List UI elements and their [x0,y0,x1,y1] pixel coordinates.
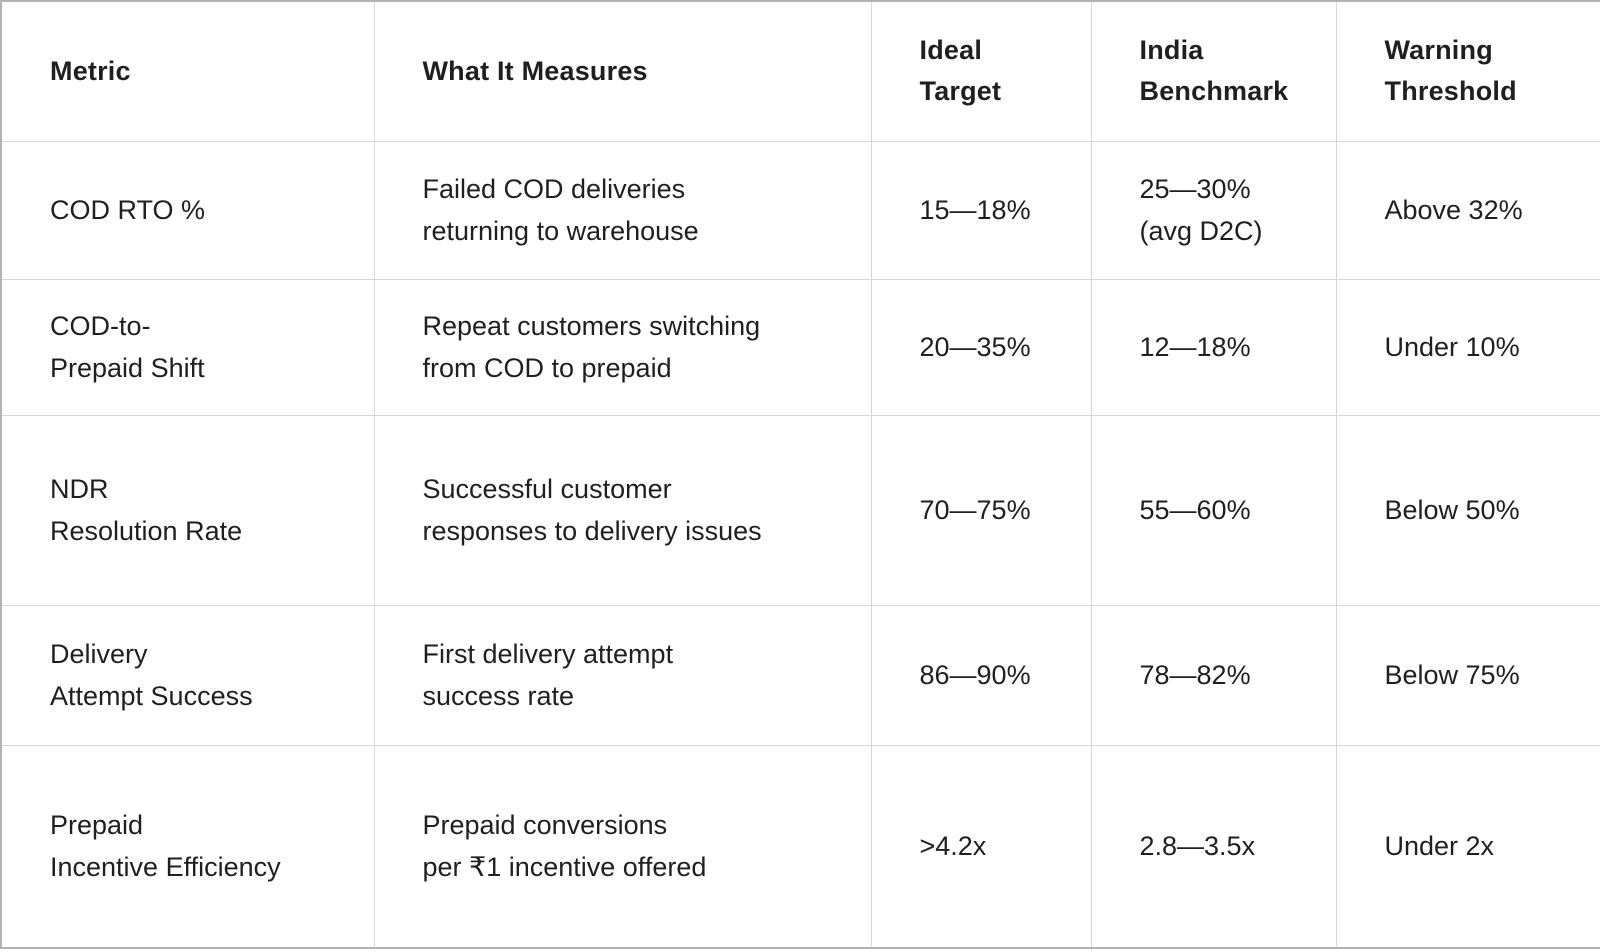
cell-benchmark: 55—60% [1090,414,1337,606]
column-header-ideal: Ideal Target [870,0,1092,142]
cell-metric: Delivery Attempt Success [0,604,375,746]
header-row: Metric What It Measures Ideal Target Ind… [0,0,1600,142]
cell-metric: COD RTO % [0,140,375,280]
cell-ideal: 70—75% [870,414,1092,606]
table-row: COD RTO % Failed COD deliveries returnin… [0,140,1600,280]
cell-measures: First delivery attempt success rate [373,604,872,746]
cell-metric: NDR Resolution Rate [0,414,375,606]
column-header-benchmark: India Benchmark [1090,0,1337,142]
cell-measures: Prepaid conversions per ₹1 incentive off… [373,744,872,949]
cell-ideal: >4.2x [870,744,1092,949]
cell-measures: Failed COD deliveries returning to wareh… [373,140,872,280]
column-header-measures: What It Measures [373,0,872,142]
cell-warning: Below 50% [1335,414,1600,606]
cell-benchmark: 12—18% [1090,278,1337,416]
cell-warning: Under 10% [1335,278,1600,416]
cell-benchmark: 25—30% (avg D2C) [1090,140,1337,280]
cell-benchmark: 78—82% [1090,604,1337,746]
table-row: Prepaid Incentive Efficiency Prepaid con… [0,744,1600,949]
cell-warning: Below 75% [1335,604,1600,746]
cell-ideal: 15—18% [870,140,1092,280]
cell-ideal: 20—35% [870,278,1092,416]
cell-measures: Repeat customers switching from COD to p… [373,278,872,416]
cell-warning: Under 2x [1335,744,1600,949]
column-header-warning: Warning Threshold [1335,0,1600,142]
cell-metric: COD-to- Prepaid Shift [0,278,375,416]
table-row: Delivery Attempt Success First delivery … [0,604,1600,746]
table-row: NDR Resolution Rate Successful customer … [0,414,1600,606]
table-row: COD-to- Prepaid Shift Repeat customers s… [0,278,1600,416]
cell-measures: Successful customer responses to deliver… [373,414,872,606]
column-header-metric: Metric [0,0,375,142]
cell-metric: Prepaid Incentive Efficiency [0,744,375,949]
cell-ideal: 86—90% [870,604,1092,746]
cell-benchmark: 2.8—3.5x [1090,744,1337,949]
cell-warning: Above 32% [1335,140,1600,280]
